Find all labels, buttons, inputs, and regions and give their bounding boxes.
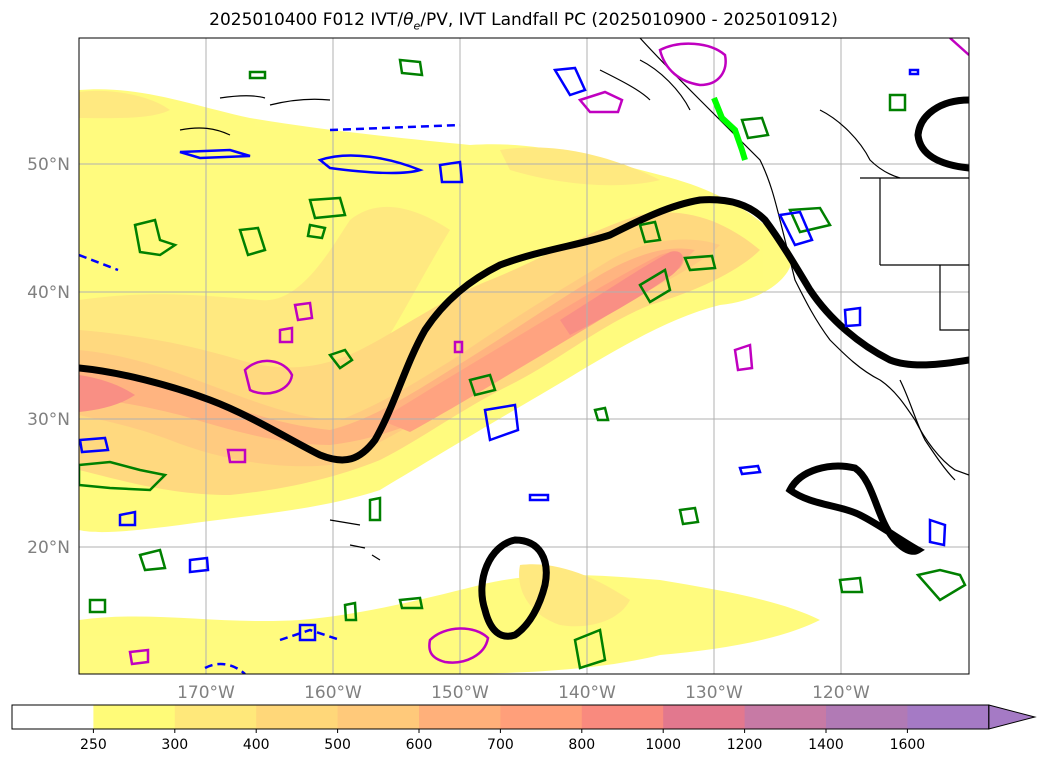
lon-label: 160°W xyxy=(304,683,362,703)
colorbar-tick-label: 1000 xyxy=(645,737,681,753)
map-border xyxy=(78,37,970,675)
pv-positive-contours xyxy=(79,58,967,670)
colorbar: 250 300 400 500 600 700 800 1000 1200 1400 1600 xyxy=(11,704,1037,753)
colorbar-segment xyxy=(93,705,176,729)
colorbar-tick-label: 1200 xyxy=(727,737,763,753)
lat-label: 50°N xyxy=(27,155,70,175)
colorbar-segment xyxy=(337,705,420,729)
colorbar-segment xyxy=(12,705,94,729)
lat-label: 40°N xyxy=(27,283,70,303)
colorbar-tick-label: 700 xyxy=(487,737,514,753)
longitude-labels: 170°W 160°W 150°W 140°W 130°W 120°W xyxy=(177,683,870,703)
colorbar-segment xyxy=(500,705,583,729)
lon-label: 120°W xyxy=(812,683,870,703)
colorbar-segment xyxy=(907,705,990,729)
colorbar-segment xyxy=(826,705,908,729)
colorbar-segment xyxy=(581,705,664,729)
colorbar-tick-label: 1600 xyxy=(890,737,926,753)
pv-negative-contours xyxy=(79,66,947,674)
colorbar-tick-label: 800 xyxy=(568,737,595,753)
colorbar-tick-label: 1400 xyxy=(808,737,844,753)
colorbar-segment xyxy=(174,705,257,729)
colorbar-segment xyxy=(744,705,827,729)
theta-e-contours xyxy=(79,96,969,640)
colorbar-tick-label: 250 xyxy=(80,737,107,753)
colorbar-tick-label: 400 xyxy=(243,737,270,753)
colorbar-tick-label: 600 xyxy=(406,737,433,753)
colorbar-tick-label: 300 xyxy=(161,737,188,753)
coastlines xyxy=(179,38,969,561)
ivt-magenta-contours xyxy=(128,38,969,666)
colorbar-segment xyxy=(256,705,339,729)
lat-label: 30°N xyxy=(27,410,70,430)
lon-label: 170°W xyxy=(177,683,235,703)
lon-label: 130°W xyxy=(685,683,743,703)
latitude-labels: 50°N 40°N 30°N 20°N xyxy=(27,155,70,558)
colorbar-segment xyxy=(663,705,746,729)
landfall-segment xyxy=(711,96,748,161)
lat-label: 20°N xyxy=(27,538,70,558)
colorbar-extend-arrow xyxy=(988,704,1037,730)
colorbar-tick-label: 500 xyxy=(324,737,351,753)
lon-label: 150°W xyxy=(431,683,489,703)
gridlines xyxy=(79,38,969,674)
map-title: 2025010400 F012 IVT/θe/PV, IVT Landfall … xyxy=(209,10,838,33)
colorbar-segment xyxy=(419,705,501,729)
lon-label: 140°W xyxy=(558,683,616,703)
